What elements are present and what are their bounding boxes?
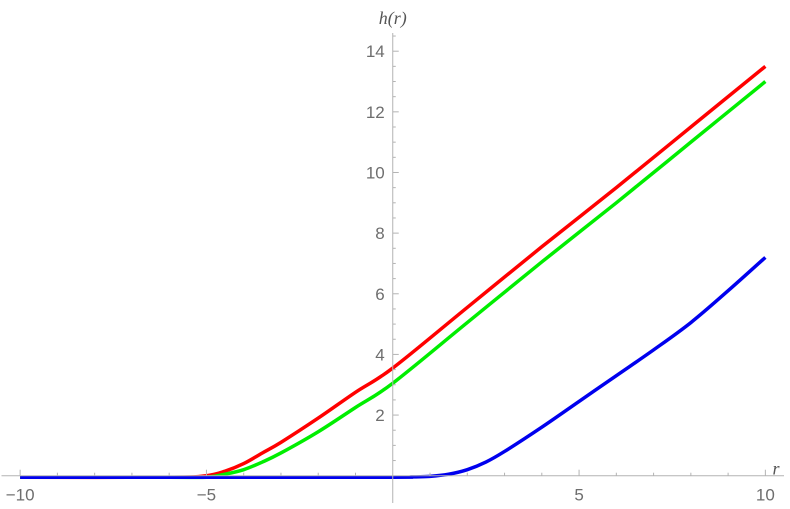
- series-line-3: [20, 256, 767, 480]
- x-tick-label: 5: [574, 486, 583, 505]
- y-tick-label: 2: [375, 406, 384, 425]
- labels-layer: −10 −5 5 10 2 4 6 8 10 12 14 r h(r): [6, 8, 781, 505]
- y-tick-label: 12: [366, 103, 385, 122]
- x-tick-label: −10: [6, 486, 35, 505]
- x-tick-label: −5: [197, 486, 216, 505]
- x-tick-label: 10: [756, 486, 775, 505]
- y-tick-label: 10: [366, 163, 385, 182]
- y-tick-label: 14: [366, 42, 385, 61]
- y-tick-label: 8: [375, 224, 384, 243]
- axes-layer: [1, 33, 784, 503]
- x-axis-label: r: [772, 459, 780, 479]
- y-tick-label: 4: [375, 345, 384, 364]
- y-axis-label: h(r): [379, 8, 407, 29]
- y-tick-label: 6: [375, 285, 384, 304]
